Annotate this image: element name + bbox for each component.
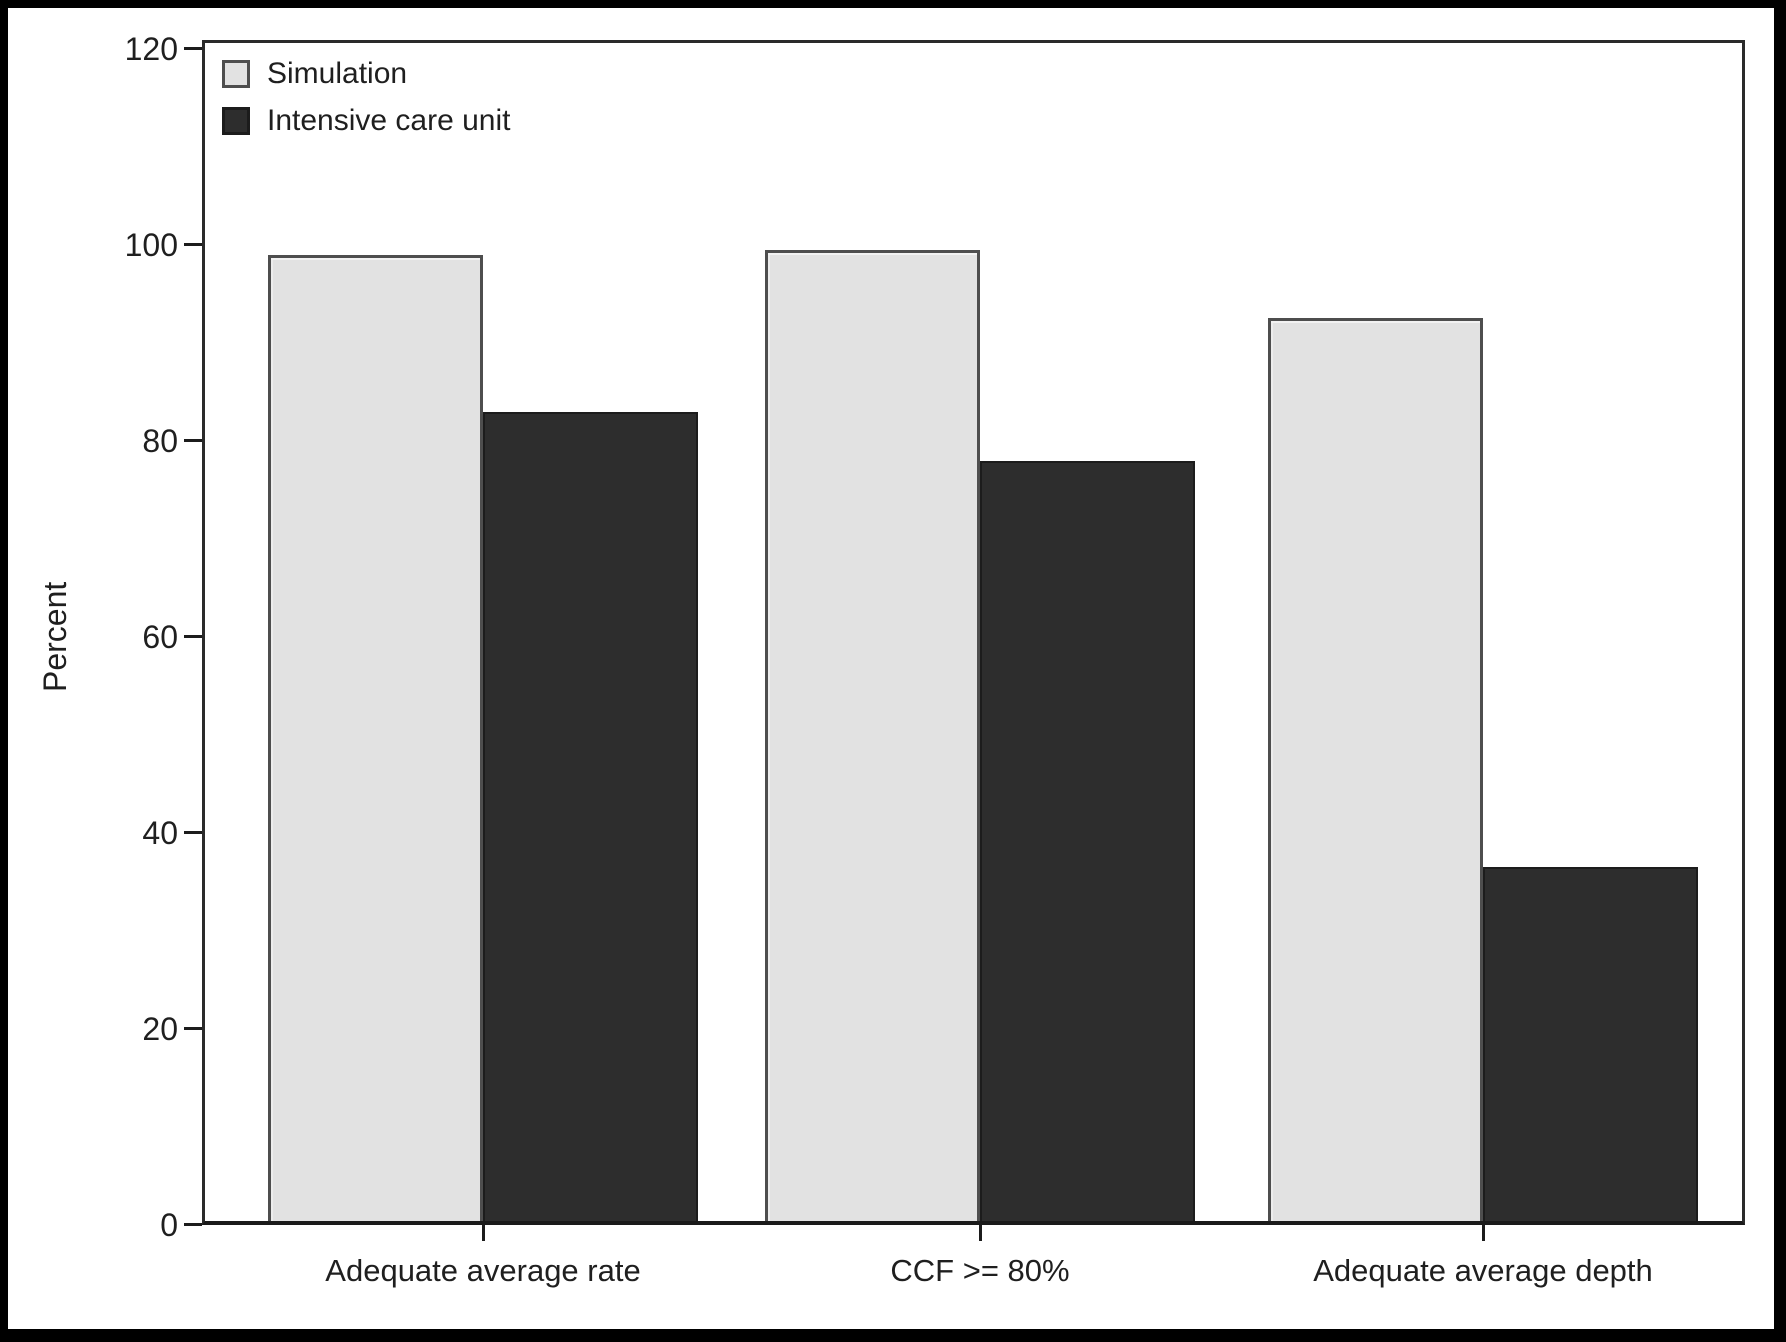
y-axis-tick-label: 60 bbox=[142, 619, 178, 655]
legend-item: Intensive care unit bbox=[222, 105, 510, 137]
y-axis-tick-label: 120 bbox=[124, 31, 178, 67]
bar-simulation-adequate-average-depth bbox=[1268, 318, 1483, 1225]
y-axis-tick bbox=[184, 1223, 202, 1226]
legend-swatch-intensive-care-unit bbox=[222, 107, 250, 135]
bar-simulation-adequate-average-rate bbox=[268, 255, 483, 1225]
x-axis-tick bbox=[1482, 1225, 1485, 1241]
legend: Simulation Intensive care unit bbox=[222, 58, 510, 152]
x-axis-tick bbox=[979, 1225, 982, 1241]
y-axis-tick bbox=[184, 1027, 202, 1030]
legend-label: Simulation bbox=[267, 57, 408, 90]
legend-label: Intensive care unit bbox=[267, 104, 511, 137]
x-axis-category-label: Adequate average depth bbox=[1313, 1253, 1653, 1288]
y-axis-tick-label: 100 bbox=[124, 227, 178, 263]
x-axis-category-label: Adequate average rate bbox=[325, 1253, 641, 1288]
y-axis-title: Percent bbox=[35, 537, 75, 737]
y-axis-title-text: Percent bbox=[37, 581, 73, 693]
bar-intensive-care-unit-ccf-80 bbox=[980, 461, 1195, 1225]
x-axis-category-label: CCF >= 80% bbox=[890, 1253, 1070, 1288]
bar-intensive-care-unit-adequate-average-rate bbox=[483, 412, 698, 1225]
bar-simulation-ccf-80 bbox=[765, 250, 980, 1225]
y-axis-tick bbox=[184, 439, 202, 442]
bar-intensive-care-unit-adequate-average-depth bbox=[1483, 867, 1698, 1225]
legend-item: Simulation bbox=[222, 58, 510, 90]
y-axis-tick-label: 40 bbox=[142, 815, 178, 851]
y-axis-tick-label: 20 bbox=[142, 1011, 178, 1047]
y-axis-tick-label: 80 bbox=[142, 423, 178, 459]
y-axis-tick bbox=[184, 47, 202, 50]
legend-swatch-simulation bbox=[222, 60, 250, 88]
y-axis-tick-label: 0 bbox=[160, 1207, 178, 1243]
x-axis-tick bbox=[482, 1225, 485, 1241]
y-axis-tick bbox=[184, 831, 202, 834]
y-axis-tick bbox=[184, 243, 202, 246]
y-axis-tick bbox=[184, 635, 202, 638]
